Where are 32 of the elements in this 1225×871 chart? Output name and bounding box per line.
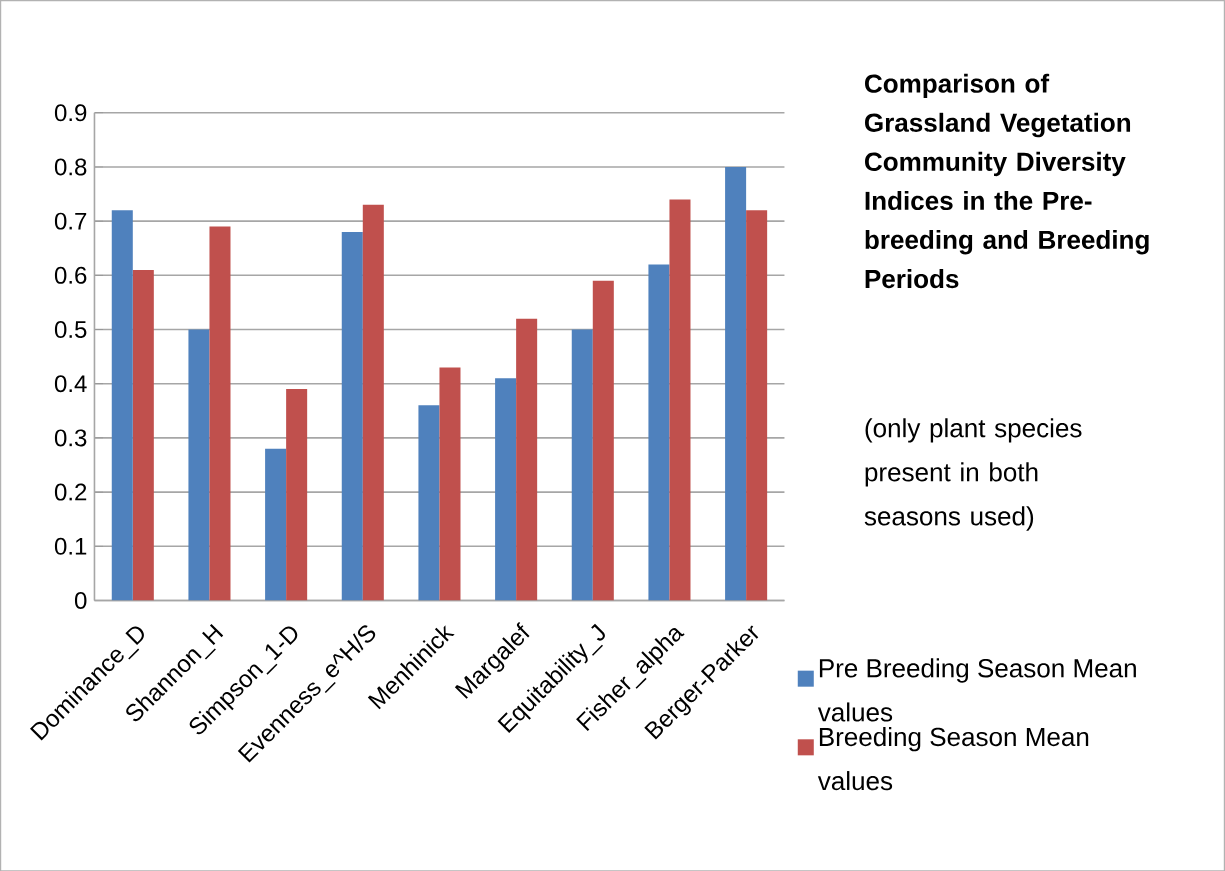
y-tick-label: 0.8 xyxy=(54,158,87,176)
y-tick-label: 0.3 xyxy=(54,429,87,447)
bar xyxy=(341,231,363,601)
bar xyxy=(188,329,210,601)
bar xyxy=(362,204,384,601)
bar xyxy=(132,269,154,601)
bar xyxy=(286,388,308,601)
bar xyxy=(571,329,593,601)
bar xyxy=(592,280,614,601)
bar xyxy=(439,367,461,601)
y-tick-label: 0.5 xyxy=(54,320,87,338)
y-tick-label: 0.1 xyxy=(54,537,87,555)
y-tick-label: 0.7 xyxy=(54,212,87,230)
bar xyxy=(418,405,440,601)
y-tick-label: 0.6 xyxy=(54,266,87,284)
y-tick-label: 0 xyxy=(74,591,87,609)
bar xyxy=(265,448,287,601)
y-tick-label: 0.4 xyxy=(54,374,87,392)
bar xyxy=(725,166,747,601)
bar xyxy=(516,318,538,601)
bar xyxy=(648,264,670,601)
y-tick-label: 0.9 xyxy=(54,104,87,122)
y-tick-label: 0.2 xyxy=(54,483,87,501)
bar xyxy=(746,210,768,601)
bar xyxy=(495,378,517,601)
text: (only plant species present in both seasons used) xyxy=(864,418,1082,531)
text: Comparison of Grassland Vegetation Community Diversity Indices in the Pre-breeding and Breeding Periods xyxy=(865,73,1149,288)
legend-label: Breeding Season Mean values xyxy=(817,726,1089,790)
bar xyxy=(111,210,133,601)
legend-label: Pre Breeding Season Mean values xyxy=(817,658,1136,722)
bar xyxy=(209,226,231,601)
bar xyxy=(669,199,691,601)
